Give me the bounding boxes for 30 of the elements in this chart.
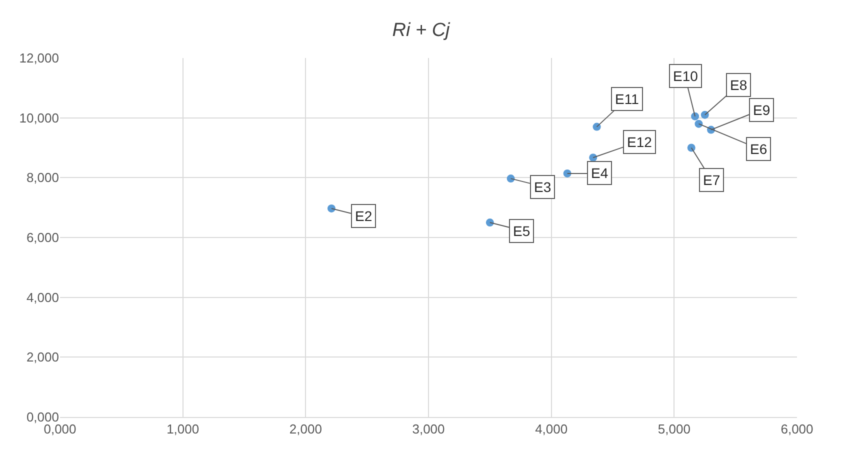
point: [563, 169, 572, 178]
x-tick-label: 4,000: [535, 422, 568, 437]
point: [506, 174, 515, 183]
x-tick-label: 5,000: [658, 422, 690, 437]
y-tick-label: 12,000: [19, 50, 59, 66]
annotation: E9: [753, 102, 770, 118]
annotation: E8: [730, 77, 748, 93]
y-tick-label: 8,000: [26, 170, 59, 186]
annotation: E6: [750, 141, 768, 157]
annotation: E7: [703, 172, 720, 188]
x-tick-label: 3,000: [412, 422, 445, 437]
point: [486, 218, 494, 227]
annotation: E10: [673, 68, 698, 84]
x-tick-label: 2,000: [289, 422, 322, 437]
annotation: E5: [513, 223, 530, 239]
y-tick-label: 10,000: [19, 110, 59, 126]
point: [691, 112, 700, 120]
y-tick-label: 6,000: [26, 230, 59, 246]
y-tick-label: 4,000: [26, 290, 59, 305]
annotation: E12: [627, 134, 652, 150]
annotation: E3: [534, 179, 552, 195]
y-tick-label: 2,000: [26, 350, 59, 365]
annotation: E4: [591, 165, 608, 181]
annotation: E11: [615, 91, 640, 107]
x-tick-label: 1,000: [166, 422, 200, 437]
point: [327, 204, 336, 212]
annotation: E2: [355, 208, 372, 224]
chart-title: Ri + Cj: [392, 20, 451, 41]
point: [700, 110, 709, 119]
x-tick-label: 6,000: [780, 422, 814, 437]
